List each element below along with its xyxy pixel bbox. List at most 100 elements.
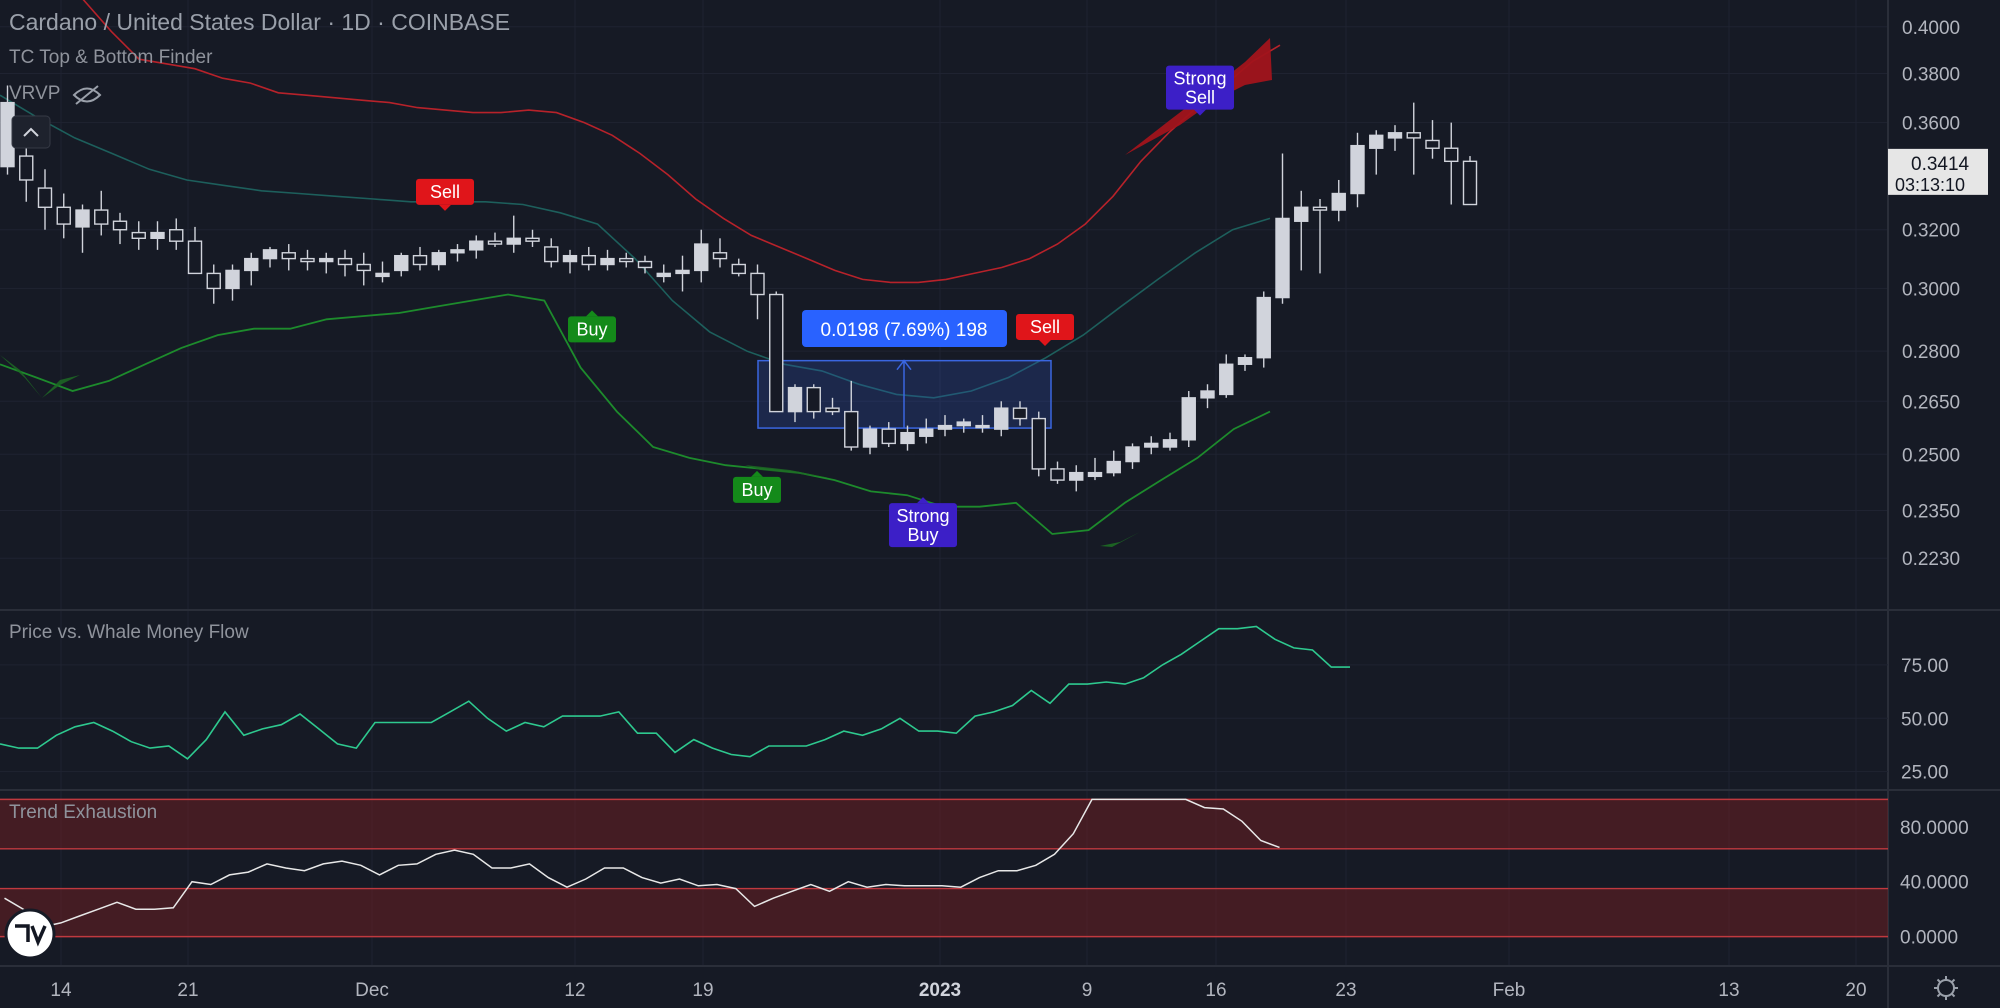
candle-up [1331,192,1346,211]
indicator-label: TC Top & Bottom Finder [9,47,213,68]
settings-gear-tooth [1950,992,1956,998]
candle-down [1462,160,1478,206]
candle-up [450,249,465,254]
candle-down [337,257,353,266]
candle-up [244,257,259,272]
time-tick-label: 23 [1335,980,1356,1001]
whale-tick-label: 25.00 [1901,763,1949,784]
time-tick-label: 2023 [919,980,961,1001]
candle-down [731,263,746,275]
candle-down [1444,147,1459,163]
candle-up [1256,296,1271,359]
vrvp-label[interactable]: VRVP [9,83,61,104]
candle-up [937,424,953,430]
candle-down [1031,417,1046,470]
settings-gear-tooth [1950,978,1956,984]
candle-down [300,257,315,263]
candle-up [1181,397,1196,441]
current-price-value: 0.3414 [1911,154,1970,175]
candle-down [825,407,840,413]
settings-gear-tooth [1936,992,1942,998]
tradingview-logo-mark [15,924,47,947]
candle-up [1069,471,1084,481]
upper-band-line [82,0,1281,284]
time-tick-label: 13 [1718,980,1739,1001]
candle-down [619,257,634,263]
candle-up [656,272,671,278]
time-tick-label: 16 [1205,980,1226,1001]
trend-pane-title: Trend Exhaustion [9,802,158,823]
exhaustion-zone [0,888,1888,937]
trend-tick-label: 0.0000 [1900,928,1958,949]
candle-up [1275,217,1290,299]
price-tick-label: 0.3200 [1902,221,1960,242]
candle-up [1369,134,1384,149]
time-tick-label: 21 [177,980,198,1001]
signal-sell[interactable] [416,178,474,205]
candle-down [356,263,371,272]
candle-down [169,229,184,242]
signal-strong-buy[interactable] [889,503,957,548]
chevron-up-icon [23,127,39,137]
candle-up [862,428,878,448]
candle-up [1350,144,1365,195]
candle-down [131,231,146,240]
candle-up [1162,439,1178,448]
current-price-countdown: 03:13:10 [1895,175,1965,195]
time-tick-label: Dec [355,980,389,1001]
whale-pane-title: Price vs. Whale Money Flow [9,622,249,643]
trend-tick-label: 80.0000 [1900,818,1969,839]
candle-up [506,237,521,245]
candle-down [206,272,221,290]
price-tick-label: 0.2350 [1902,502,1960,523]
signal-buy[interactable] [733,476,781,503]
candle-up [1200,390,1215,399]
candle-up [1106,460,1121,474]
candle-down [412,254,428,266]
signal-pointer [751,470,763,477]
measure-label: 0.0198 (7.69%) 198 [821,320,988,341]
candle-down [712,252,728,260]
exhaustion-zone [0,799,1888,849]
price-tick-label: 0.2650 [1902,392,1960,413]
signal-buy[interactable] [568,316,616,343]
time-tick-label: Feb [1493,980,1526,1001]
candle-up [956,421,971,427]
tradingview-logo[interactable] [4,908,56,960]
candle-up [319,257,334,263]
signal-strong-sell[interactable] [1166,65,1234,110]
candle-down [19,155,34,181]
signal-label: Buy [741,480,772,500]
collapse-button[interactable] [11,115,51,149]
candle-up [1387,132,1403,139]
candle-down [806,386,821,413]
whale-tick-label: 50.00 [1901,709,1949,730]
candle-down [525,237,540,242]
signal-sell[interactable] [1016,313,1074,340]
candle-down [1050,468,1065,481]
candle-down [1406,132,1421,139]
time-tick-label: 12 [564,980,585,1001]
candle-down [281,252,296,260]
candle-down [94,209,109,225]
measure-label-box [802,310,1007,347]
candle-up [675,269,690,275]
signal-label: Sell [430,182,460,202]
signal-label: Buy [576,319,607,339]
candle-down [881,428,896,445]
candle-up [394,254,409,272]
middle-band-line [0,94,1271,399]
candle-down [112,220,128,231]
candle-down [637,260,653,269]
candle-down [544,246,559,263]
signal-pointer [917,497,929,504]
candle-down [769,293,784,413]
candle-down [844,410,859,448]
candle-up [1294,206,1309,222]
time-tick-label: 9 [1082,980,1093,1001]
eye-slash-icon [75,85,99,105]
chart-title: Cardano / United States Dollar · 1D · CO… [9,9,511,35]
whale-tick-label: 75.00 [1901,656,1949,677]
